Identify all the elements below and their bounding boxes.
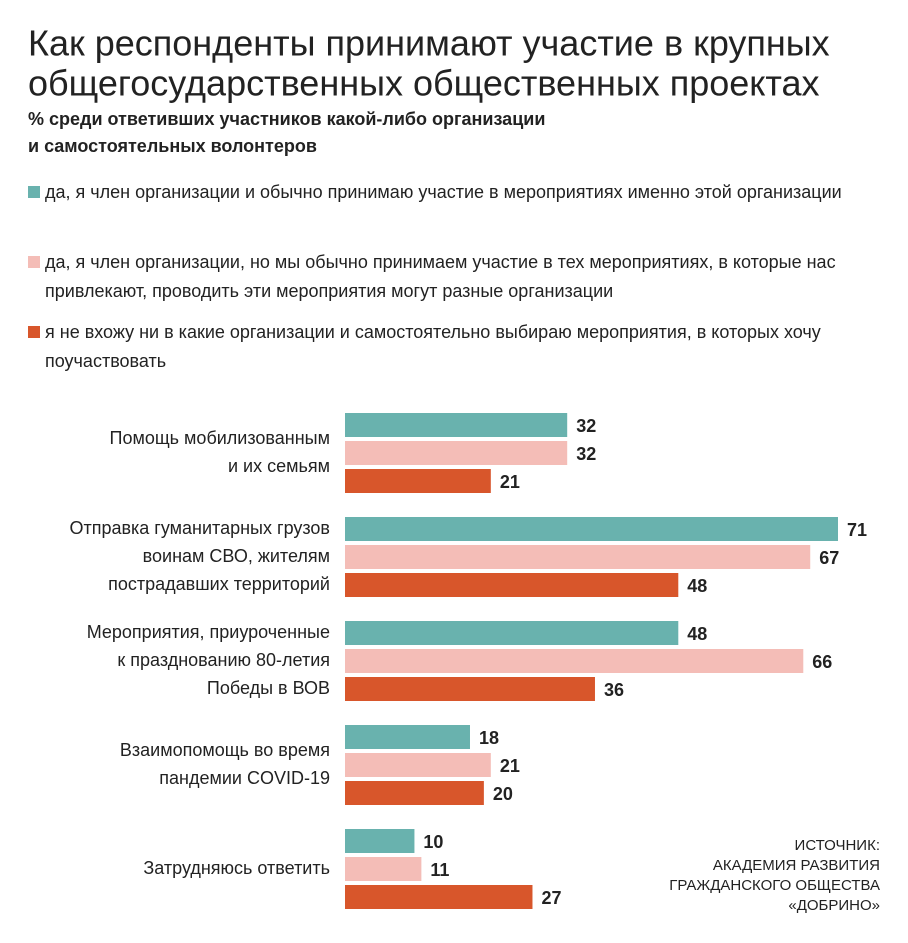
source: АКАДЕМИЯ РАЗВИТИЯ	[713, 857, 880, 874]
bar	[345, 545, 811, 569]
value-label: 11	[430, 860, 449, 880]
legend-label: да, я член организации и обычно принимаю…	[45, 182, 842, 202]
bar	[345, 413, 568, 437]
category-label: воинам СВО, жителям	[143, 546, 330, 566]
bar	[345, 469, 491, 493]
bar	[345, 573, 679, 597]
chart-title: общегосударственных общественных проекта…	[28, 63, 820, 104]
value-label: 36	[604, 680, 624, 700]
bar	[345, 441, 568, 465]
value-label: 18	[479, 728, 499, 748]
category-label: Помощь мобилизованным	[110, 428, 330, 448]
bar	[345, 781, 484, 805]
category-label: и их семьям	[228, 456, 330, 476]
legend-swatch	[28, 186, 40, 198]
bar	[345, 753, 491, 777]
bar	[345, 649, 804, 673]
bar	[345, 857, 422, 881]
category-label: Взаимопомощь во время	[120, 740, 330, 760]
value-label: 66	[812, 652, 832, 672]
value-label: 32	[576, 416, 596, 436]
bar	[345, 725, 470, 749]
category-label: Затрудняюсь ответить	[143, 858, 330, 878]
category-label: Отправка гуманитарных грузов	[69, 518, 330, 538]
value-label: 67	[819, 548, 839, 568]
category-label: пострадавших территорий	[108, 574, 330, 594]
category-label: Победы в ВОВ	[207, 678, 330, 698]
bar	[345, 621, 679, 645]
bar	[345, 677, 595, 701]
category-label: пандемии COVID-19	[159, 768, 330, 788]
value-label: 27	[541, 888, 561, 908]
chart-subtitle: и самостоятельных волонтеров	[28, 136, 317, 156]
category-label: Мероприятия, приуроченные	[87, 622, 330, 642]
value-label: 48	[687, 576, 707, 596]
value-label: 10	[423, 832, 443, 852]
value-label: 71	[847, 520, 867, 540]
legend-swatch	[28, 256, 40, 268]
value-label: 21	[500, 756, 520, 776]
legend-item: да, я член организации, но мы обычно при…	[28, 248, 848, 306]
legend-item: я не вхожу ни в какие организации и само…	[28, 318, 848, 376]
legend-label: да, я член организации, но мы обычно при…	[45, 252, 836, 301]
chart-title: Как респонденты принимают участие в круп…	[28, 23, 830, 64]
value-label: 48	[687, 624, 707, 644]
legend-swatch	[28, 326, 40, 338]
source: «ДОБРИНО»	[788, 897, 880, 914]
legend-label: я не вхожу ни в какие организации и само…	[45, 322, 821, 371]
source: ГРАЖДАНСКОГО ОБЩЕСТВА	[669, 877, 880, 894]
value-label: 20	[493, 784, 513, 804]
category-label: к празднованию 80-летия	[117, 650, 330, 670]
bar	[345, 885, 533, 909]
bar	[345, 829, 415, 853]
legend-item: да, я член организации и обычно принимаю…	[28, 178, 848, 207]
value-label: 32	[576, 444, 596, 464]
value-label: 21	[500, 472, 520, 492]
bar	[345, 517, 838, 541]
chart-subtitle: % среди ответивших участников какой-либо…	[28, 109, 545, 129]
source: ИСТОЧНИК:	[795, 837, 880, 854]
